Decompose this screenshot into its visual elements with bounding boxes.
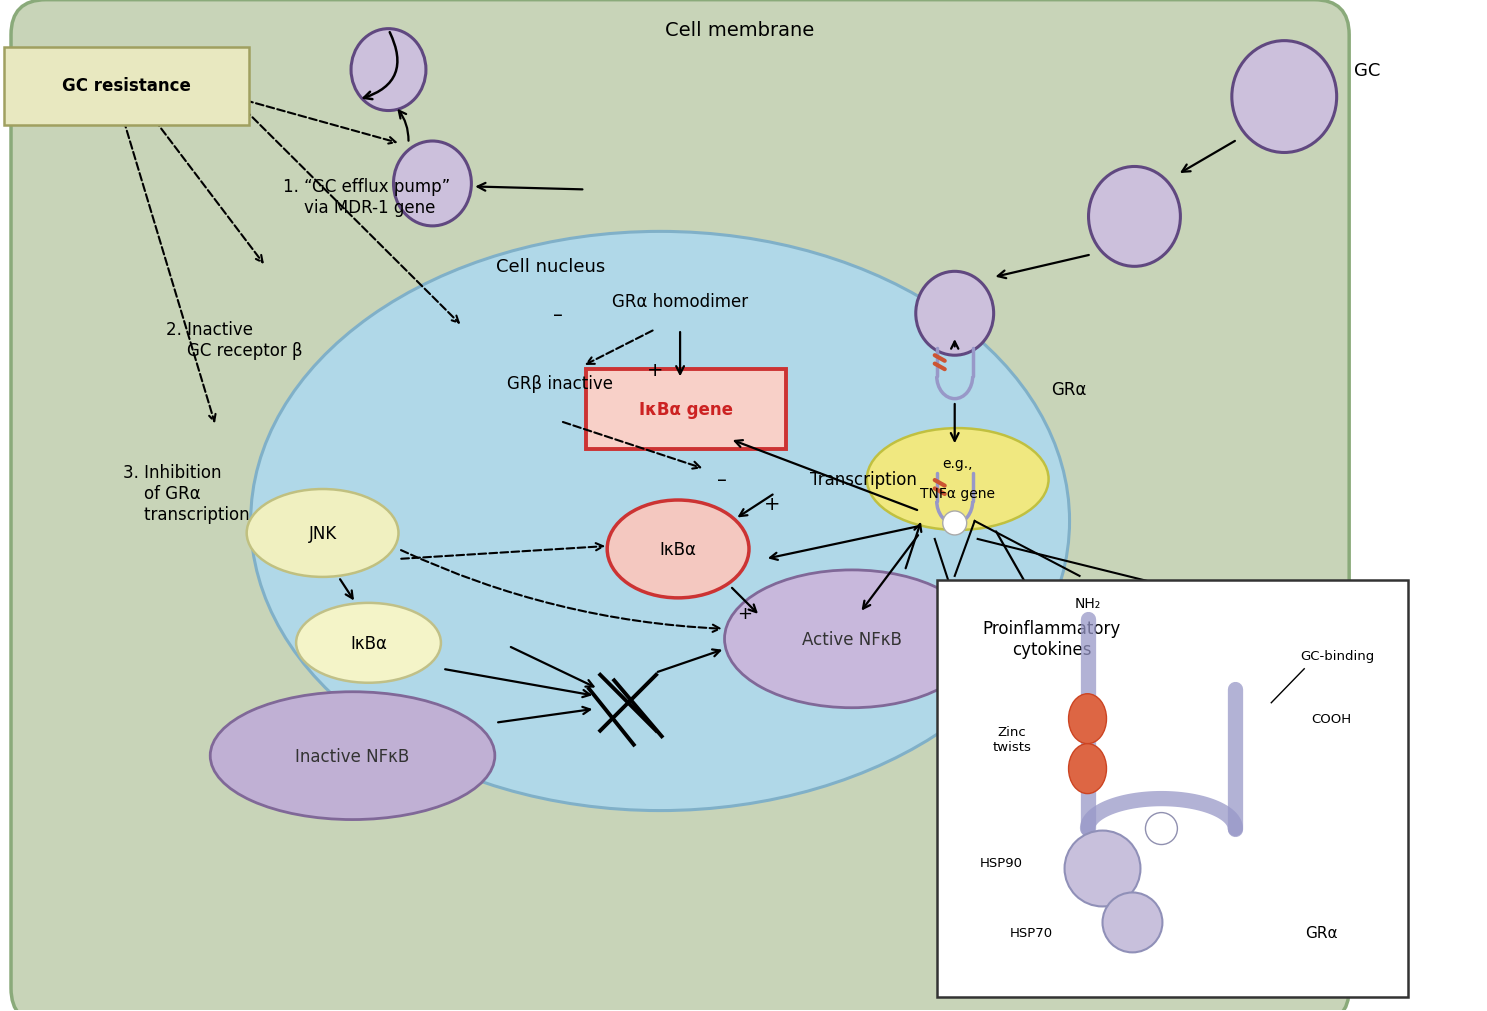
Ellipse shape — [724, 570, 978, 708]
Text: Active NFκB: Active NFκB — [801, 630, 901, 648]
Circle shape — [943, 512, 967, 536]
Circle shape — [1102, 893, 1163, 952]
Ellipse shape — [210, 693, 495, 820]
FancyBboxPatch shape — [4, 48, 248, 125]
Ellipse shape — [351, 29, 425, 111]
Ellipse shape — [1231, 41, 1337, 154]
Text: JNK: JNK — [308, 525, 336, 543]
Text: IκBα: IκBα — [660, 541, 696, 558]
Ellipse shape — [607, 500, 749, 599]
Text: –: – — [553, 305, 564, 325]
FancyBboxPatch shape — [10, 1, 1349, 1011]
Text: IκBα gene: IκBα gene — [639, 400, 733, 419]
Text: NH₂: NH₂ — [1075, 596, 1100, 611]
Text: +: + — [738, 605, 752, 622]
Text: GRα: GRα — [1306, 925, 1337, 940]
FancyBboxPatch shape — [937, 580, 1408, 997]
Text: GRβ inactive: GRβ inactive — [507, 375, 613, 393]
FancyBboxPatch shape — [586, 370, 787, 450]
Ellipse shape — [394, 142, 471, 226]
Ellipse shape — [1069, 695, 1106, 744]
Text: Cell membrane: Cell membrane — [665, 21, 815, 40]
Ellipse shape — [247, 489, 399, 577]
Text: Transcription: Transcription — [810, 470, 917, 488]
Text: Zinc
twists: Zinc twists — [992, 725, 1030, 753]
Text: TNFα gene: TNFα gene — [920, 486, 995, 500]
Text: GRα homodimer: GRα homodimer — [613, 293, 748, 311]
Text: 2. Inactive
    GC receptor β: 2. Inactive GC receptor β — [165, 320, 302, 359]
Text: Cell nucleus: Cell nucleus — [495, 258, 605, 276]
Ellipse shape — [916, 272, 993, 356]
Ellipse shape — [1088, 167, 1181, 267]
Text: +: + — [647, 360, 663, 379]
Text: GC-binding: GC-binding — [1300, 650, 1374, 662]
Text: Proinflammatory
cytokines: Proinflammatory cytokines — [983, 620, 1121, 658]
Text: 1. “GC efflux pump”
    via MDR-1 gene: 1. “GC efflux pump” via MDR-1 gene — [283, 178, 451, 216]
Text: GRα: GRα — [1051, 381, 1087, 398]
Text: –: – — [717, 470, 727, 489]
Ellipse shape — [296, 604, 442, 683]
Circle shape — [1145, 813, 1178, 845]
Text: +: + — [764, 494, 781, 513]
Text: IκBα: IκBα — [349, 634, 387, 652]
Text: GC: GC — [1355, 62, 1380, 80]
Text: HSP70: HSP70 — [1010, 926, 1053, 939]
Text: HSP90: HSP90 — [980, 856, 1023, 869]
Text: Inactive NFκB: Inactive NFκB — [296, 747, 409, 765]
Text: e.g.,: e.g., — [943, 457, 972, 470]
Ellipse shape — [867, 429, 1048, 531]
Ellipse shape — [251, 233, 1069, 811]
Text: COOH: COOH — [1312, 713, 1352, 726]
Ellipse shape — [1069, 744, 1106, 794]
Circle shape — [1065, 831, 1141, 907]
Text: 3. Inhibition
    of GRα
    transcription: 3. Inhibition of GRα transcription — [123, 464, 250, 524]
Text: GC resistance: GC resistance — [62, 77, 192, 94]
